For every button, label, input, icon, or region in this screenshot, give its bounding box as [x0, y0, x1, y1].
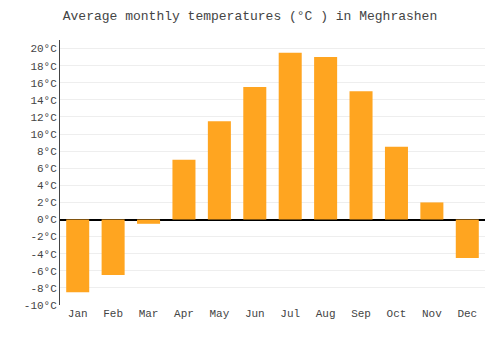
svg-text:Oct: Oct — [387, 308, 407, 320]
svg-text:Nov: Nov — [422, 308, 442, 320]
svg-text:May: May — [209, 308, 229, 320]
svg-text:14°C: 14°C — [30, 95, 57, 107]
svg-text:8°C: 8°C — [37, 146, 57, 158]
svg-text:20°C: 20°C — [30, 43, 57, 55]
svg-text:-10°C: -10°C — [24, 300, 57, 312]
svg-text:-6°C: -6°C — [30, 266, 57, 278]
svg-text:10°C: 10°C — [30, 129, 57, 141]
svg-text:16°C: 16°C — [30, 78, 57, 90]
svg-text:-2°C: -2°C — [30, 231, 57, 243]
svg-text:4°C: 4°C — [37, 180, 57, 192]
svg-text:-8°C: -8°C — [30, 283, 57, 295]
svg-text:-4°C: -4°C — [30, 249, 57, 261]
svg-text:18°C: 18°C — [30, 61, 57, 73]
svg-text:12°C: 12°C — [30, 112, 57, 124]
svg-text:6°C: 6°C — [37, 163, 57, 175]
svg-text:Apr: Apr — [174, 308, 194, 320]
svg-text:Sep: Sep — [351, 308, 371, 320]
svg-text:Dec: Dec — [457, 308, 477, 320]
svg-text:Aug: Aug — [316, 308, 336, 320]
svg-text:Jun: Jun — [245, 308, 265, 320]
svg-text:0°C: 0°C — [37, 214, 57, 226]
svg-text:Average monthly temperatures (: Average monthly temperatures (°C ) in Me… — [63, 9, 437, 24]
svg-text:2°C: 2°C — [37, 197, 57, 209]
svg-text:Jan: Jan — [68, 308, 88, 320]
svg-text:Mar: Mar — [139, 308, 159, 320]
svg-text:Jul: Jul — [280, 308, 300, 320]
svg-text:Feb: Feb — [103, 308, 123, 320]
